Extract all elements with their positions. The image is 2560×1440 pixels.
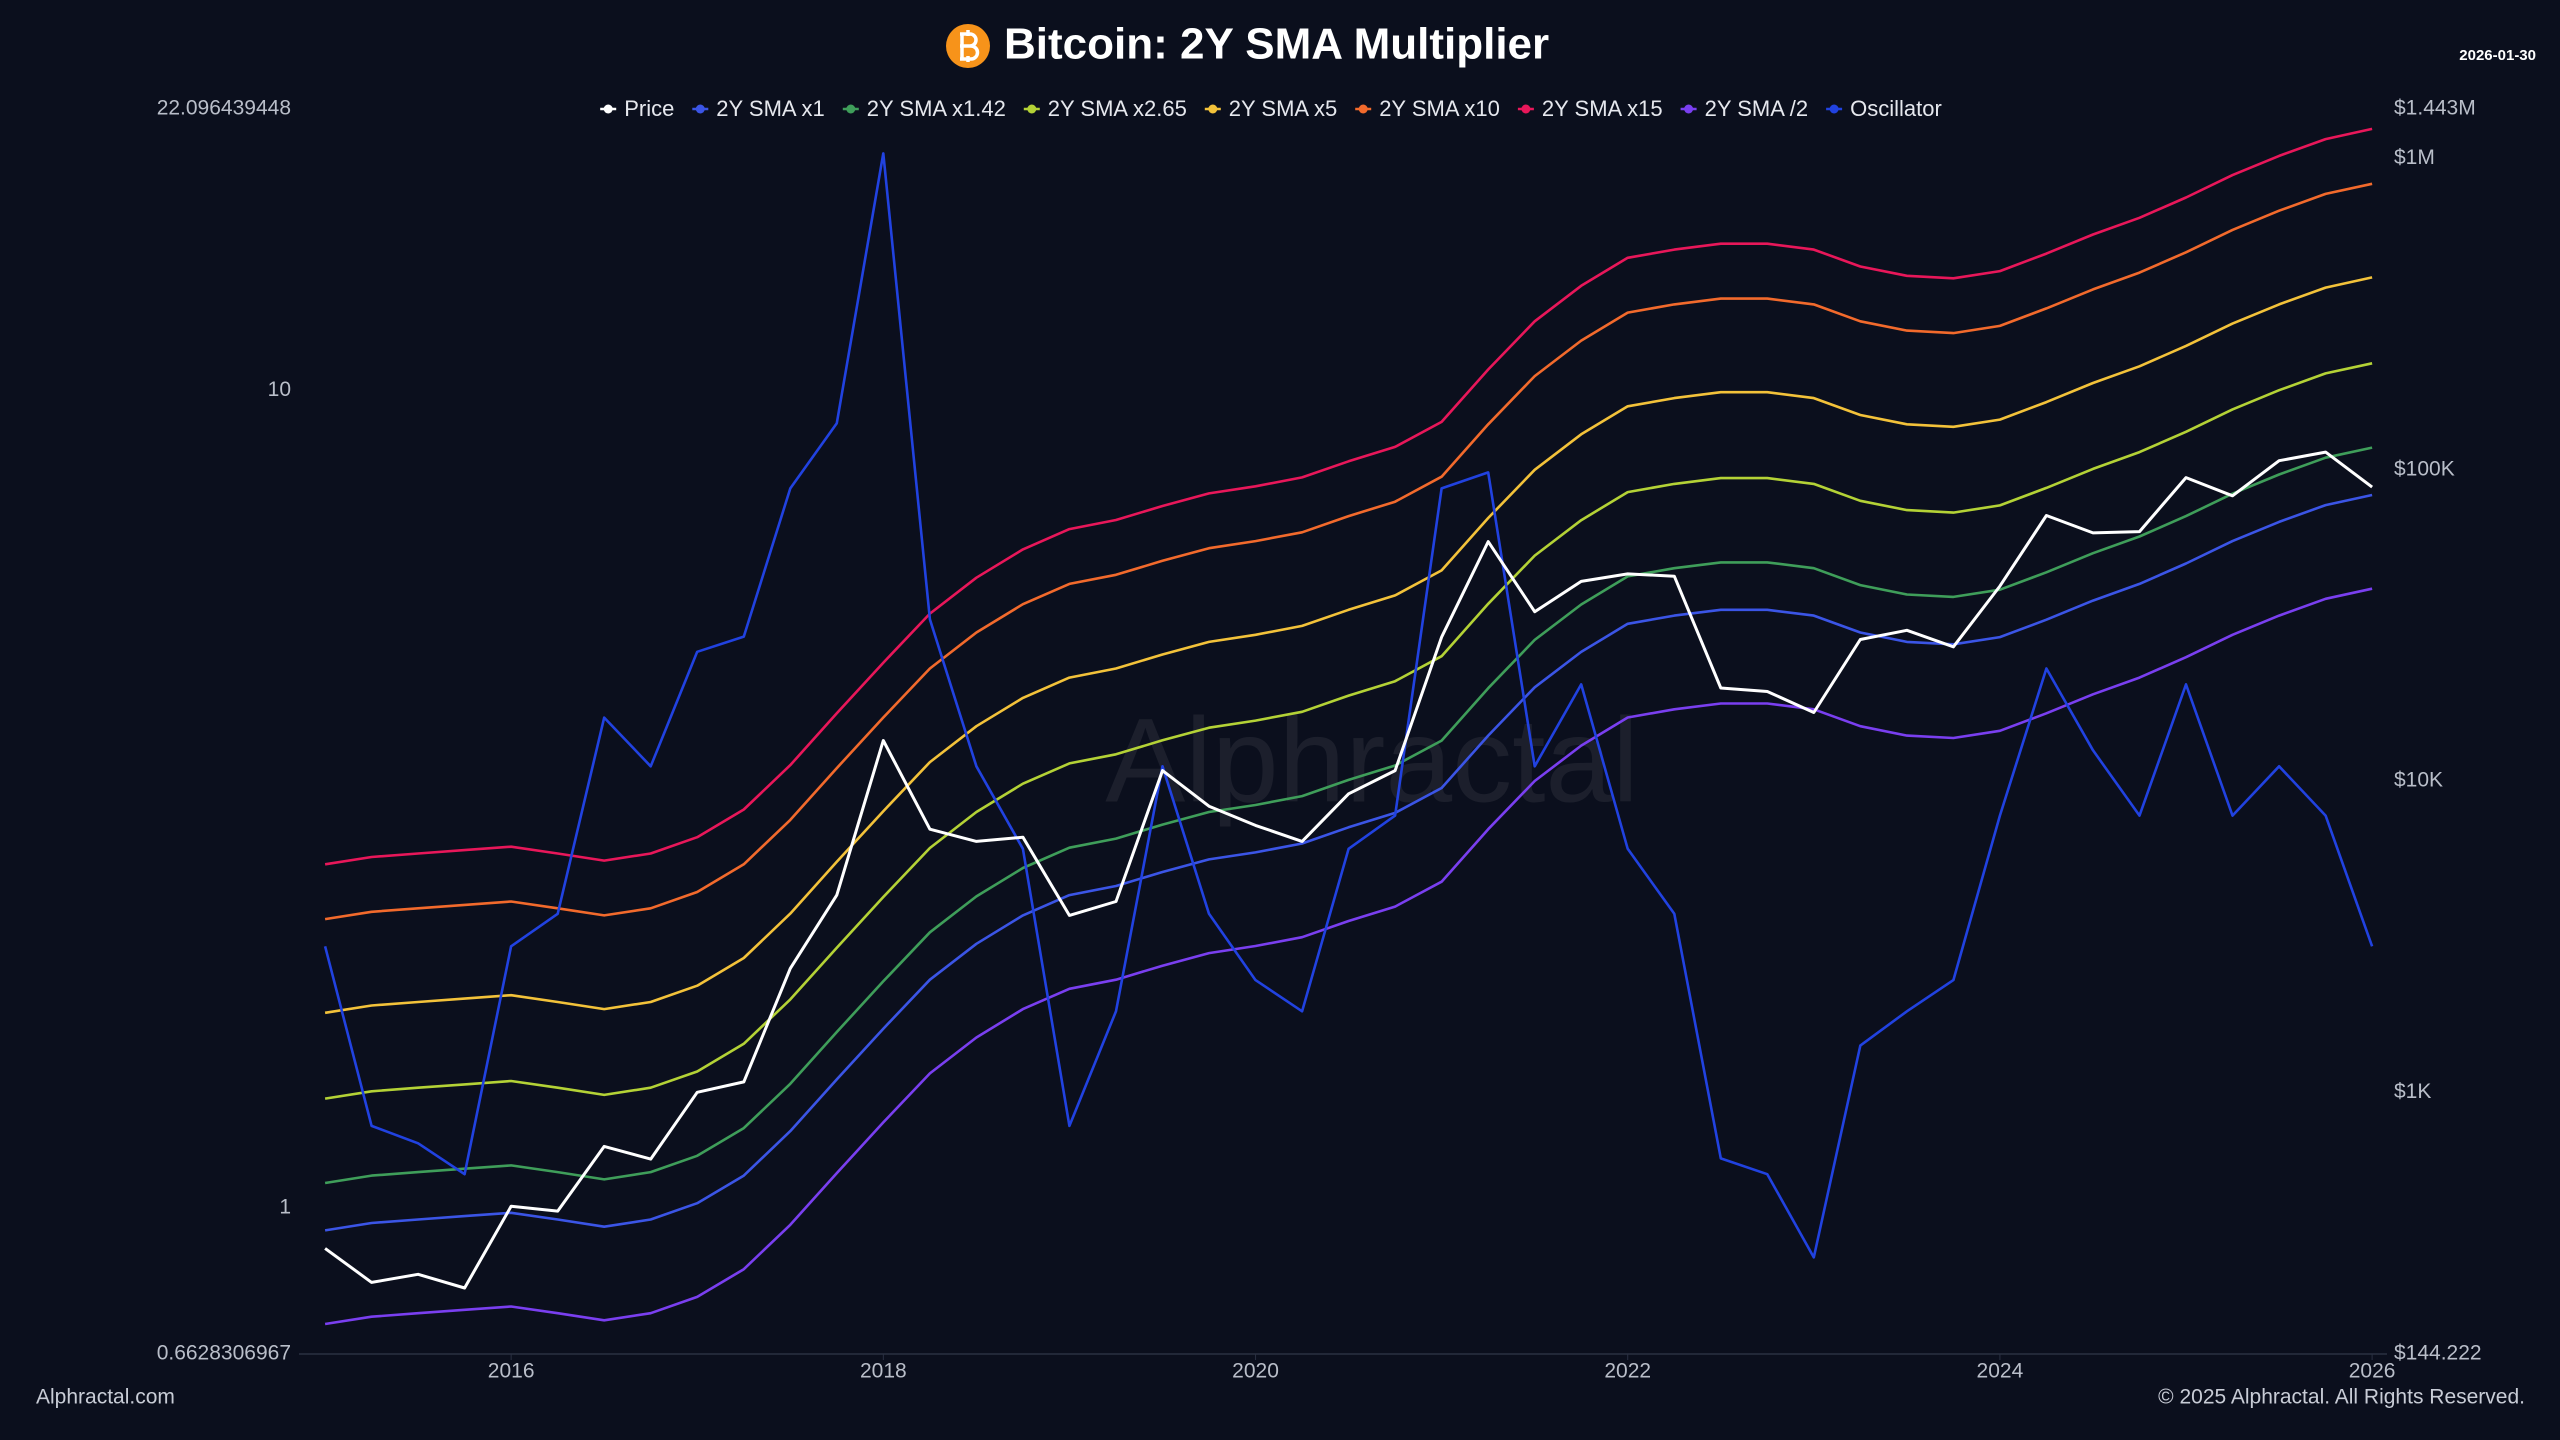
x-tick-label: 2022	[1604, 1360, 1651, 1383]
series-line	[324, 450, 2374, 1290]
legend-label: 2Y SMA x15	[1542, 96, 1663, 121]
y2-tick-label: $1.443M	[2394, 97, 2476, 120]
legend-dot	[1521, 104, 1531, 114]
legend-dot	[846, 104, 856, 114]
series-line	[323, 152, 2374, 1259]
series-line	[324, 127, 2373, 866]
legend-label: 2Y SMA x2.65	[1048, 96, 1187, 121]
date-label: 2026-01-30	[2459, 47, 2536, 64]
legend-dot	[1829, 104, 1839, 114]
y-tick-label: 0.6628306967	[157, 1342, 291, 1365]
legend-dot	[1208, 104, 1218, 114]
chart-title: Bitcoin: 2Y SMA Multiplier	[1004, 20, 1549, 69]
x-tick-label: 2018	[860, 1360, 907, 1383]
legend-label: 2Y SMA x1	[716, 96, 824, 121]
legend-label: 2Y SMA x1.42	[867, 96, 1006, 121]
legend-label: 2Y SMA x10	[1379, 96, 1500, 121]
y2-tick-label: $1M	[2394, 146, 2435, 169]
legend-item[interactable]: 2Y SMA x1.42	[842, 96, 1006, 121]
legend-item[interactable]: Oscillator	[1826, 96, 1942, 121]
legend-dot	[603, 104, 613, 114]
legend-item[interactable]: 2Y SMA x1	[692, 96, 825, 121]
bitcoin-icon-glyph	[960, 30, 980, 62]
x-tick-label: 2026	[2349, 1360, 2396, 1383]
series-line	[324, 276, 2373, 1015]
x-tick-label: 2024	[1977, 1360, 2024, 1383]
legend-label: Price	[624, 96, 674, 121]
copyright-label: © 2025 Alphractal. All Rights Reserved.	[2158, 1386, 2525, 1409]
title-group: Bitcoin: 2Y SMA Multiplier	[946, 20, 1549, 69]
series-line	[324, 446, 2373, 1185]
source-label: Alphractal.com	[36, 1386, 175, 1409]
y-tick-label: 10	[268, 378, 291, 401]
legend-dot	[695, 104, 705, 114]
legend-item[interactable]: 2Y SMA /2	[1680, 96, 1809, 121]
series-line	[324, 182, 2373, 921]
series-line	[324, 493, 2373, 1232]
y-tick-label: 22.096439448	[157, 97, 291, 120]
legend-item[interactable]: 2Y SMA x10	[1355, 96, 1500, 121]
series-line	[324, 362, 2373, 1100]
y-tick-label: 1	[279, 1196, 291, 1219]
legend-dot	[1358, 104, 1368, 114]
y2-tick-label: $100K	[2394, 457, 2455, 480]
legend-dot	[1684, 104, 1694, 114]
legend: Price 2Y SMA x1 2Y SMA x1.42 2Y SMA x2.65 2Y…	[600, 96, 1942, 121]
legend-label: 2Y SMA /2	[1705, 96, 1809, 121]
x-tick-label: 2020	[1232, 1360, 1279, 1383]
legend-item[interactable]: Price	[600, 96, 674, 121]
y2-tick-label: $144.222	[2394, 1342, 2482, 1365]
legend-item[interactable]: 2Y SMA x2.65	[1023, 96, 1187, 121]
y2-tick-label: $10K	[2394, 769, 2443, 792]
legend-label: 2Y SMA x5	[1229, 96, 1337, 121]
legend-item[interactable]: 2Y SMA x5	[1204, 96, 1337, 121]
legend-dot	[1027, 104, 1037, 114]
x-tick-label: 2016	[488, 1360, 535, 1383]
legend-label: Oscillator	[1850, 96, 1942, 121]
watermark: Alphractal	[1105, 694, 1639, 828]
legend-item[interactable]: 2Y SMA x15	[1517, 96, 1663, 121]
y2-tick-label: $1K	[2394, 1080, 2431, 1103]
